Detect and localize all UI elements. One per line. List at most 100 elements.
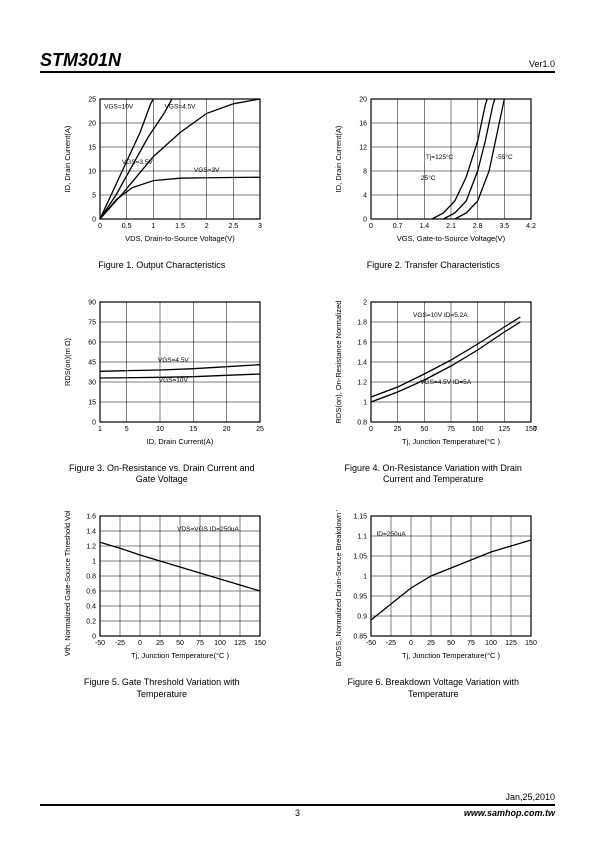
svg-text:0.7: 0.7 — [393, 223, 403, 230]
svg-text:0: 0 — [98, 223, 102, 230]
svg-text:1.5: 1.5 — [175, 223, 185, 230]
svg-text:VGS, Gate-to-Source Voltage(V): VGS, Gate-to-Source Voltage(V) — [397, 234, 506, 243]
svg-text:100: 100 — [472, 426, 484, 433]
svg-text:20: 20 — [223, 426, 231, 433]
footer-date: Jan,25,2010 — [40, 792, 555, 802]
svg-text:-25: -25 — [115, 640, 125, 647]
svg-text:10: 10 — [156, 426, 164, 433]
svg-text:25: 25 — [394, 426, 402, 433]
svg-text:100: 100 — [485, 640, 497, 647]
svg-text:25: 25 — [156, 640, 164, 647]
svg-text:1: 1 — [151, 223, 155, 230]
svg-text:1.6: 1.6 — [358, 339, 368, 346]
svg-text:150: 150 — [254, 640, 266, 647]
svg-text:VGS=10V: VGS=10V — [159, 377, 189, 384]
svg-text:Tj, Junction Temperature(°C ): Tj, Junction Temperature(°C ) — [131, 651, 229, 660]
svg-text:1.2: 1.2 — [86, 544, 96, 551]
svg-text:1: 1 — [363, 399, 367, 406]
footer: Jan,25,2010 3 www.samhop.com.tw — [40, 792, 555, 818]
svg-text:0: 0 — [363, 217, 367, 224]
svg-text:ID, Drain Current(A): ID, Drain Current(A) — [63, 125, 72, 192]
svg-text:0.2: 0.2 — [86, 619, 96, 626]
figure-4: 02550751001251500.811.21.41.61.82VGS=10V… — [312, 296, 556, 486]
figure-1-caption: Figure 1. Output Characteristics — [98, 260, 225, 272]
svg-text:50: 50 — [421, 426, 429, 433]
svg-text:-25: -25 — [386, 640, 396, 647]
svg-text:1.05: 1.05 — [354, 554, 368, 561]
svg-text:30: 30 — [88, 379, 96, 386]
svg-text:2: 2 — [204, 223, 208, 230]
svg-text:12: 12 — [359, 145, 367, 152]
figure-4-caption: Figure 4. On-Resistance Variation with D… — [333, 463, 533, 486]
svg-text:20: 20 — [359, 97, 367, 104]
svg-text:16: 16 — [359, 121, 367, 128]
figure-2-caption: Figure 2. Transfer Characteristics — [367, 260, 500, 272]
svg-text:8: 8 — [363, 169, 367, 176]
svg-text:1: 1 — [98, 426, 102, 433]
svg-text:VGS=10V: VGS=10V — [104, 104, 134, 111]
svg-text:1: 1 — [92, 559, 96, 566]
svg-text:25: 25 — [256, 426, 264, 433]
svg-text:75: 75 — [447, 426, 455, 433]
svg-text:0: 0 — [138, 640, 142, 647]
svg-text:0.5: 0.5 — [122, 223, 132, 230]
svg-text:VGS=4.5V: VGS=4.5V — [164, 104, 196, 111]
svg-text:1.4: 1.4 — [358, 359, 368, 366]
svg-text:90: 90 — [88, 299, 96, 306]
svg-text:60: 60 — [88, 339, 96, 346]
svg-text:-50: -50 — [95, 640, 105, 647]
svg-text:0.85: 0.85 — [354, 634, 368, 641]
figure-grid: 00.511.522.530510152025VGS=10VVGS=4.5VVG… — [40, 93, 555, 700]
svg-text:Tj=125°C: Tj=125°C — [426, 153, 454, 161]
svg-text:15: 15 — [88, 145, 96, 152]
svg-text:ID=250uA: ID=250uA — [377, 531, 407, 538]
svg-text:VGS=4.5V: VGS=4.5V — [158, 357, 190, 364]
svg-text:1.15: 1.15 — [354, 514, 368, 521]
figure-6-caption: Figure 6. Breakdown Voltage Variation wi… — [333, 677, 533, 700]
svg-text:Tj, Junction Temperature(°C ): Tj, Junction Temperature(°C ) — [402, 437, 500, 446]
svg-text:5: 5 — [124, 426, 128, 433]
svg-text:0: 0 — [92, 634, 96, 641]
svg-text:75: 75 — [196, 640, 204, 647]
svg-text:4: 4 — [363, 193, 367, 200]
svg-text:0: 0 — [369, 223, 373, 230]
svg-text:0.9: 0.9 — [358, 614, 368, 621]
svg-text:VGS=3V: VGS=3V — [194, 167, 220, 174]
svg-text:Vth, Normalized Gate-Source Th: Vth, Normalized Gate-Source Threshold Vo… — [63, 510, 72, 656]
svg-text:2: 2 — [363, 299, 367, 306]
svg-text:-50: -50 — [366, 640, 376, 647]
svg-text:Tj(°C): Tj(°C) — [533, 425, 537, 433]
svg-text:0: 0 — [92, 217, 96, 224]
svg-text:2.8: 2.8 — [473, 223, 483, 230]
svg-text:0.8: 0.8 — [86, 574, 96, 581]
svg-text:5: 5 — [92, 193, 96, 200]
svg-text:1.8: 1.8 — [358, 319, 368, 326]
svg-text:10: 10 — [88, 169, 96, 176]
svg-text:45: 45 — [88, 359, 96, 366]
svg-text:-55°C: -55°C — [496, 153, 513, 161]
svg-text:ID, Drain Current(A): ID, Drain Current(A) — [146, 437, 213, 446]
svg-text:3.5: 3.5 — [500, 223, 510, 230]
svg-text:125: 125 — [499, 426, 511, 433]
figure-1: 00.511.522.530510152025VGS=10VVGS=4.5VVG… — [40, 93, 284, 272]
svg-text:0: 0 — [92, 419, 96, 426]
figure-5: -50-25025507510012515000.20.40.60.811.21… — [40, 510, 284, 700]
svg-text:0.6: 0.6 — [86, 589, 96, 596]
svg-text:RDS(on), On-Resistance Normali: RDS(on), On-Resistance Normalized — [334, 300, 343, 423]
svg-text:0.95: 0.95 — [354, 594, 368, 601]
svg-text:15: 15 — [88, 399, 96, 406]
svg-text:100: 100 — [214, 640, 226, 647]
svg-text:VGS=3.5V: VGS=3.5V — [122, 159, 154, 166]
svg-text:15: 15 — [189, 426, 197, 433]
svg-text:VGS=4.5V ID=5A: VGS=4.5V ID=5A — [420, 379, 472, 386]
svg-text:25: 25 — [427, 640, 435, 647]
svg-text:0: 0 — [369, 426, 373, 433]
svg-text:1.4: 1.4 — [420, 223, 430, 230]
footer-url: www.samhop.com.tw — [464, 808, 555, 818]
svg-text:1.2: 1.2 — [358, 379, 368, 386]
svg-text:20: 20 — [88, 121, 96, 128]
figure-2: 00.71.42.12.83.54.2048121620Tj=125°C25°C… — [312, 93, 556, 272]
svg-text:3: 3 — [258, 223, 262, 230]
svg-text:VDS, Drain-to-Source Voltage(V: VDS, Drain-to-Source Voltage(V) — [125, 234, 235, 243]
figure-5-caption: Figure 5. Gate Threshold Variation with … — [62, 677, 262, 700]
